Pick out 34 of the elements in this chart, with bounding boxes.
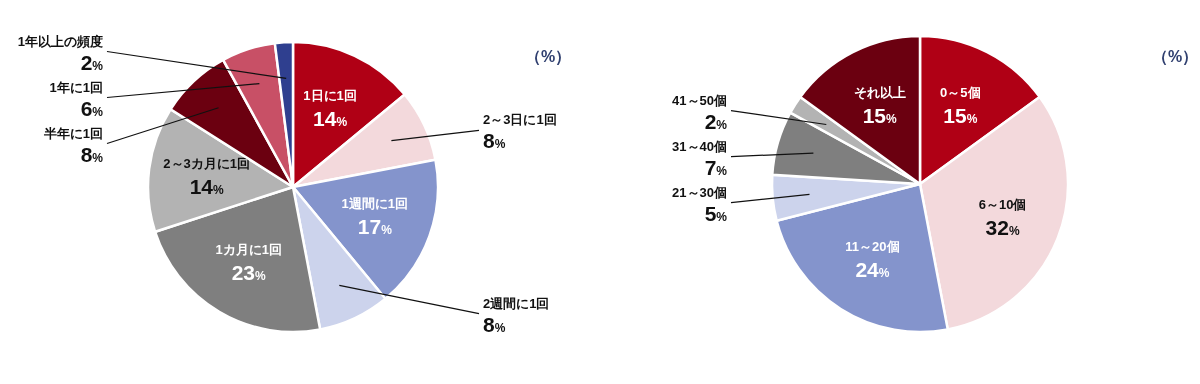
slice-label: 0～5個 <box>940 84 981 100</box>
data-label: 2% <box>704 109 728 133</box>
slice-label: 41～50個 <box>672 92 727 108</box>
slice-label: 2週間に1回 <box>483 295 550 311</box>
data-label: 15% <box>943 103 978 127</box>
data-label: 6% <box>80 96 104 120</box>
data-label: 8% <box>483 312 506 336</box>
slice-label: 1年に1回 <box>49 79 103 95</box>
slice-label: 2～3カ月に1回 <box>163 156 251 172</box>
slice-label: 1週間に1回 <box>341 196 409 212</box>
slice-label: 6～10個 <box>978 196 1027 212</box>
data-label: 17% <box>357 215 393 239</box>
data-label: 5% <box>704 201 728 225</box>
text: （%） <box>1151 48 1199 66</box>
data-label: 15% <box>862 103 898 127</box>
slice-label: 1カ月に1回 <box>215 241 282 257</box>
slice-label: 1日に1回 <box>303 88 357 104</box>
data-label: 32% <box>985 215 1020 239</box>
slice-label: 半年に1回 <box>42 125 103 141</box>
slice-label: 31～40個 <box>672 138 727 154</box>
data-label: 23% <box>231 260 267 284</box>
data-label: 7% <box>704 155 728 179</box>
data-label: 14% <box>313 107 348 131</box>
data-label: 24% <box>855 257 890 281</box>
slice-label: 11～20個 <box>845 238 900 254</box>
text: （%） <box>524 48 572 66</box>
data-label: 8% <box>80 142 104 166</box>
slice-label: それ以上 <box>853 84 906 100</box>
data-label: 2% <box>80 50 104 74</box>
slice-label: 2～3日に1回 <box>483 112 557 128</box>
slice-label: 21～30個 <box>672 184 727 200</box>
data-label: 14% <box>189 175 225 199</box>
data-label: 8% <box>483 129 506 153</box>
slice-label: 1年以上の頻度 <box>17 33 103 49</box>
